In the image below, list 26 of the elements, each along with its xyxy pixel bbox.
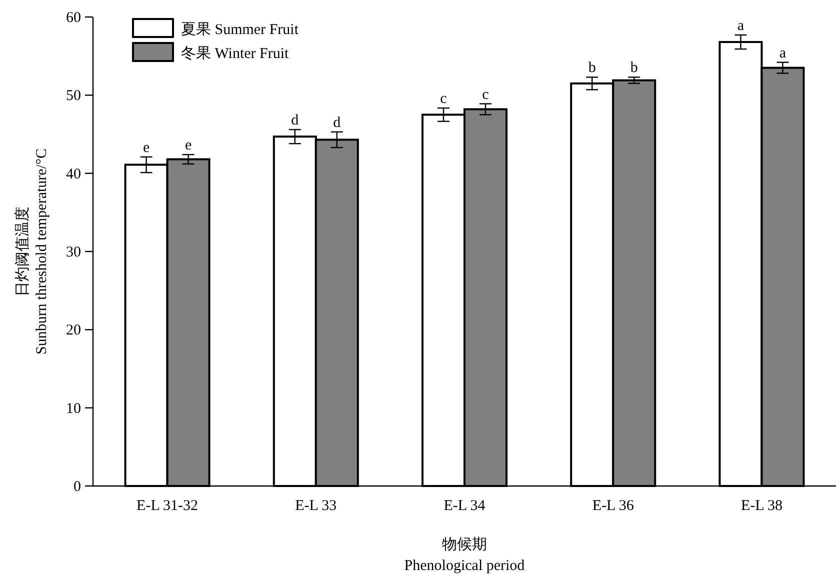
y-tick-label: 40 bbox=[66, 166, 81, 182]
data-label: e bbox=[184, 138, 192, 154]
x-tick-label: E-L 36 bbox=[592, 498, 634, 514]
y-tick-label: 50 bbox=[66, 88, 81, 104]
y-tick-label: 60 bbox=[66, 10, 81, 26]
y-tick-label: 30 bbox=[66, 244, 81, 260]
legend-label: 冬果 Winter Fruit bbox=[181, 45, 290, 62]
legend-label: 夏果 Summer Fruit bbox=[181, 22, 300, 38]
data-label: c bbox=[482, 86, 490, 103]
data-label: a bbox=[737, 18, 744, 34]
x-tick-label: E-L 38 bbox=[740, 498, 782, 514]
data-label: b bbox=[588, 60, 596, 76]
x-axis-title: 物候期 Phenological period bbox=[404, 536, 526, 574]
x-tick-label: E-L 33 bbox=[295, 498, 337, 514]
data-label: d bbox=[333, 114, 342, 131]
data-label: a bbox=[779, 45, 786, 62]
data-label: e bbox=[142, 140, 150, 156]
data-label: b bbox=[630, 60, 638, 76]
y-axis-title: 日灼阈值温度 Sunburn threshold temperature/°C bbox=[14, 148, 50, 354]
y-tick-label: 0 bbox=[74, 479, 81, 495]
data-label: c bbox=[440, 91, 448, 108]
data-label: d bbox=[291, 112, 300, 129]
x-tick-label: E-L 34 bbox=[444, 498, 486, 514]
y-tick-label: 10 bbox=[66, 400, 81, 417]
y-tick-label: 20 bbox=[66, 322, 81, 339]
x-tick-label: E-L 31-32 bbox=[136, 498, 198, 514]
